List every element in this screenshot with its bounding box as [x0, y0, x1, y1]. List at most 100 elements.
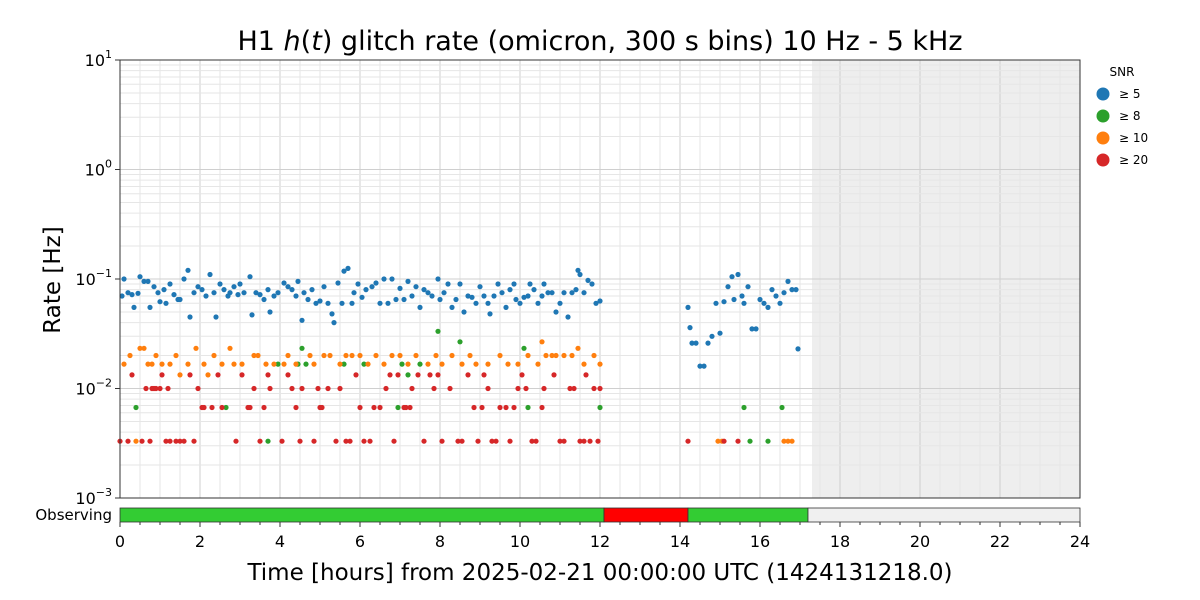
data-point: [157, 385, 163, 392]
data-point: [163, 438, 169, 444]
data-point: [271, 361, 277, 367]
data-point: [249, 312, 255, 318]
data-point: [717, 330, 723, 336]
data-point: [135, 290, 141, 296]
data-point: [389, 276, 395, 282]
legend-label: ≥ 20: [1119, 153, 1148, 167]
data-point: [541, 281, 547, 287]
data-point: [589, 281, 595, 287]
data-point: [327, 352, 333, 359]
data-point: [377, 404, 383, 411]
data-point: [507, 287, 513, 293]
y-tick-label: 10−1: [75, 267, 112, 289]
data-point: [121, 361, 127, 367]
data-point: [365, 361, 371, 367]
data-point: [147, 438, 153, 444]
data-point: [201, 361, 207, 367]
data-point: [597, 298, 603, 304]
data-point: [461, 309, 467, 315]
data-point: [731, 296, 737, 303]
data-point: [405, 361, 411, 367]
data-point: [173, 352, 179, 359]
data-point: [493, 438, 499, 444]
data-point: [267, 309, 273, 315]
data-point: [255, 352, 261, 359]
data-point: [235, 292, 241, 298]
state-segment: [687, 507, 809, 523]
data-point: [141, 345, 147, 351]
data-point: [779, 404, 785, 411]
data-point: [561, 352, 567, 359]
y-axis-label: Rate [Hz]: [40, 226, 66, 333]
data-point: [265, 372, 271, 378]
data-point: [593, 300, 599, 306]
data-point: [119, 293, 125, 299]
legend-label: ≥ 8: [1119, 109, 1141, 123]
data-point: [469, 294, 475, 300]
data-point: [349, 352, 355, 359]
data-point: [549, 352, 555, 359]
data-point: [753, 326, 759, 332]
data-point: [481, 372, 487, 378]
data-point: [193, 345, 199, 351]
data-point: [497, 352, 503, 359]
data-point: [141, 278, 147, 284]
data-point: [297, 438, 303, 444]
data-point: [155, 290, 161, 296]
data-point: [539, 339, 545, 345]
data-point: [403, 404, 409, 411]
data-point: [749, 326, 755, 332]
data-point: [163, 300, 169, 306]
data-point: [247, 404, 253, 411]
data-point: [447, 385, 453, 392]
data-point: [585, 277, 591, 283]
data-point: [131, 304, 137, 310]
data-point: [503, 304, 509, 310]
data-point: [337, 385, 343, 392]
data-point: [173, 438, 179, 444]
data-point: [773, 293, 779, 299]
data-point: [413, 284, 419, 290]
data-point: [793, 287, 799, 293]
data-point: [289, 385, 295, 392]
data-point: [161, 287, 167, 293]
legend-marker: [1096, 153, 1110, 167]
plot-area: 10−3 10−2 10−1 100 101: [75, 48, 1081, 508]
data-point: [431, 385, 437, 392]
data-point: [317, 298, 323, 304]
data-point: [343, 438, 349, 444]
data-point: [211, 352, 217, 359]
data-point: [357, 352, 363, 359]
data-point: [721, 438, 727, 444]
data-point: [241, 290, 247, 296]
data-point: [591, 352, 597, 359]
data-point: [789, 287, 795, 293]
data-point: [449, 352, 455, 359]
data-point: [417, 361, 423, 367]
data-point: [217, 281, 223, 287]
data-point: [207, 271, 213, 278]
data-point: [271, 293, 277, 299]
data-point: [153, 352, 159, 359]
data-point: [427, 372, 433, 378]
data-point: [405, 372, 411, 378]
data-point: [165, 385, 171, 392]
data-point: [739, 293, 745, 299]
data-point: [445, 281, 451, 287]
data-point: [459, 361, 465, 367]
data-point: [167, 438, 173, 444]
data-point: [395, 404, 401, 411]
data-point: [223, 404, 229, 411]
data-point: [331, 320, 337, 326]
data-point: [433, 352, 439, 359]
data-point: [685, 304, 691, 310]
data-point: [343, 352, 349, 359]
legend-label: ≥ 5: [1119, 87, 1141, 101]
data-point: [439, 361, 445, 367]
x-tick-label: 14: [670, 532, 690, 551]
data-point: [581, 438, 587, 444]
data-point: [435, 372, 441, 378]
data-point: [177, 438, 183, 444]
data-point: [575, 345, 581, 351]
